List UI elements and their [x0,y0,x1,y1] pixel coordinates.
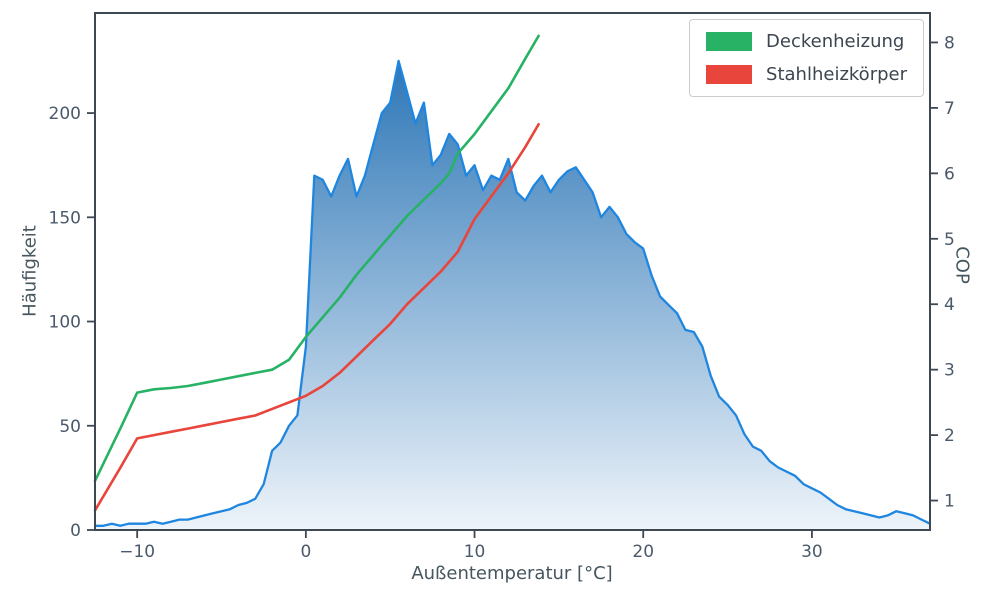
x-tick-label: −10 [119,542,155,562]
x-tick-label: 20 [632,542,654,562]
histogram-area [95,60,930,531]
plot-border [94,12,931,531]
y-right-tick-label: 4 [944,295,955,315]
y-right-tick-label: 7 [944,99,955,119]
y-left-tick-label: 50 [59,417,81,437]
y-right-tick-label: 1 [944,492,955,512]
y-right-tick-label: 2 [944,426,955,446]
y-right-tick-label: 6 [944,164,955,184]
legend-label-deckenheizung: Deckenheizung [766,30,905,52]
x-axis-label: Außentemperatur [°C] [411,563,613,584]
histogram-outline [95,59,931,527]
legend-swatch-deckenheizung [706,32,753,51]
y-left-tick-label: 200 [49,104,81,124]
legend-item-deckenheizung: Deckenheizung [706,32,907,51]
x-tick-label: 10 [464,542,486,562]
legend-item-stahlheizkoerper: Stahlheizkörper [706,65,907,84]
y-right-tick-label: 3 [944,361,955,381]
y-left-tick-label: 0 [70,521,81,541]
y-axis-label-right: COP [951,246,973,284]
series-line-0 [93,34,540,483]
y-right-tick-label: 5 [944,230,955,250]
x-tick-label: 0 [300,542,311,562]
legend-swatch-stahlheizkoerper [706,65,753,84]
legend: Deckenheizung Stahlheizkörper [689,19,924,97]
legend-label-stahlheizkoerper: Stahlheizkörper [766,63,907,85]
y-left-tick-label: 150 [49,208,81,228]
y-left-tick-label: 100 [49,313,81,333]
x-tick-label: 30 [801,542,823,562]
y-axis-label-left: Häufigkeit [19,225,41,317]
series-line-1 [93,123,540,512]
y-right-tick-label: 8 [944,33,955,53]
